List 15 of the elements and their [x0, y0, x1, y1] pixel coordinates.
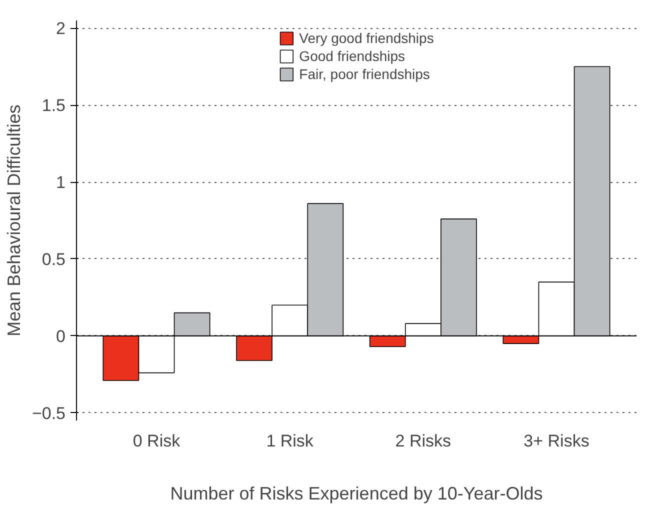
legend-label: Fair, poor friendships [299, 66, 430, 82]
y-tick-label: −0.5 [32, 404, 66, 423]
y-tick-label: 1 [56, 173, 66, 192]
x-axis-title: Number of Risks Experienced by 10-Year-Olds [170, 484, 543, 504]
x-tick-label: 2 Risks [395, 432, 452, 450]
y-tick-label: 0 [56, 326, 66, 346]
legend-label: Very good friendships [299, 30, 434, 46]
y-tick-label: 2 [56, 19, 66, 38]
x-tick-label: 3+ Risks [524, 432, 590, 450]
y-axis-title: Mean Behavioural Difficulties [4, 104, 24, 336]
x-tick-label: 0 Risk [132, 432, 181, 450]
y-tick-label: 0.5 [42, 250, 66, 269]
x-tick-label: 1 Risk [266, 432, 314, 450]
legend-label: Good friendships [299, 48, 406, 64]
y-tick-label: 1.5 [42, 96, 66, 116]
